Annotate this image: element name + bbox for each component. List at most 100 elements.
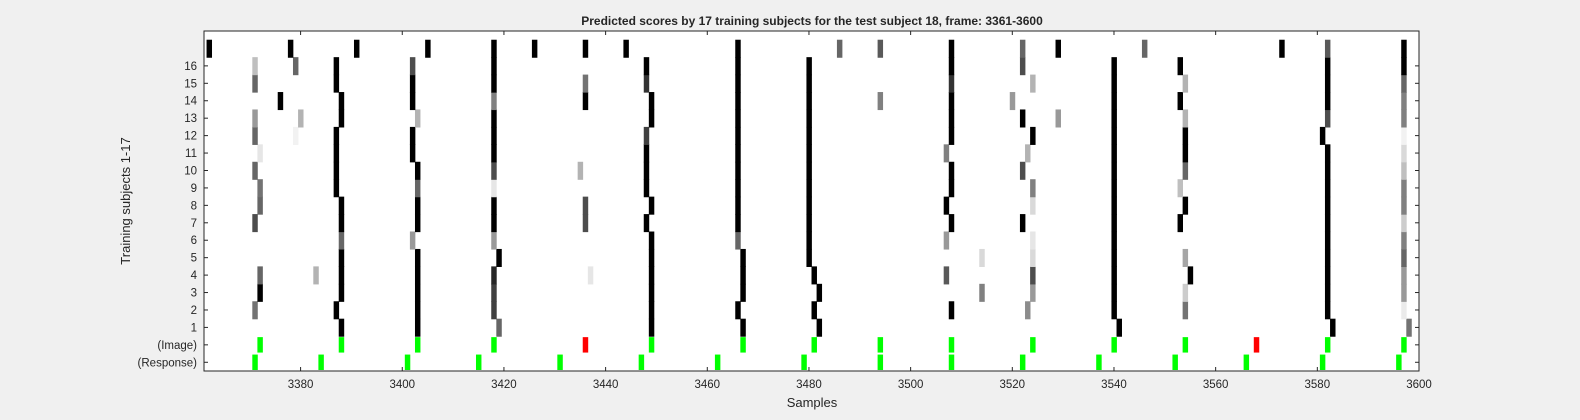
heat-cell bbox=[1401, 179, 1407, 198]
response-event-marker bbox=[877, 354, 884, 370]
heat-cell bbox=[409, 231, 416, 250]
heat-cell bbox=[816, 283, 823, 302]
heat-cell bbox=[979, 248, 985, 267]
x-tick-label: 3520 bbox=[1000, 379, 1026, 391]
image-event-marker bbox=[1401, 337, 1407, 353]
response-event-marker bbox=[1019, 354, 1026, 370]
y-tick-label: 12 bbox=[184, 131, 197, 143]
heat-cell bbox=[1324, 109, 1331, 128]
response-event-marker bbox=[1172, 354, 1178, 370]
heat-cell bbox=[735, 57, 741, 76]
heat-cell bbox=[414, 179, 421, 198]
heat-cell bbox=[338, 109, 345, 128]
heat-cell bbox=[836, 39, 843, 58]
heat-cell bbox=[735, 214, 741, 233]
heat-cell bbox=[1111, 266, 1117, 285]
x-axis-label: Samples bbox=[787, 395, 838, 410]
heat-cell bbox=[582, 214, 589, 233]
heat-cell bbox=[1324, 57, 1331, 76]
heat-cell bbox=[252, 161, 258, 180]
heat-cell bbox=[333, 57, 340, 76]
heat-cell bbox=[806, 196, 812, 215]
heat-cell bbox=[806, 144, 812, 163]
response-event-marker bbox=[1243, 354, 1250, 370]
image-event-marker bbox=[1182, 337, 1189, 353]
heat-cell bbox=[735, 126, 741, 145]
heat-cell bbox=[577, 161, 584, 180]
heat-cell bbox=[1030, 74, 1036, 93]
heat-cell bbox=[643, 161, 650, 180]
heat-cell bbox=[1009, 92, 1016, 111]
heat-cell bbox=[414, 266, 421, 285]
heat-cell bbox=[1401, 248, 1407, 267]
heat-cell bbox=[648, 283, 655, 302]
heat-cell bbox=[414, 109, 421, 128]
heat-cell bbox=[409, 126, 416, 145]
heat-cell bbox=[531, 39, 538, 58]
y-tick-label: 4 bbox=[191, 270, 198, 282]
heat-cell bbox=[582, 39, 589, 58]
heat-cell bbox=[1182, 74, 1189, 93]
heat-cell bbox=[1182, 196, 1189, 215]
heat-cell bbox=[338, 248, 345, 267]
heat-cell bbox=[1111, 92, 1117, 111]
image-event-marker bbox=[338, 337, 345, 353]
heat-cell bbox=[491, 231, 497, 250]
heat-cell bbox=[313, 266, 319, 285]
response-event-marker bbox=[404, 354, 411, 370]
heat-cell bbox=[1030, 196, 1036, 215]
y-tick-label: 9 bbox=[191, 183, 197, 195]
heat-cell bbox=[582, 74, 589, 93]
image-event-marker bbox=[740, 337, 746, 353]
heat-cell bbox=[811, 266, 817, 285]
event-markers bbox=[252, 337, 1407, 370]
heat-cell bbox=[1025, 144, 1031, 163]
heat-cell bbox=[1030, 266, 1036, 285]
heat-cell bbox=[1187, 266, 1194, 285]
heat-cell bbox=[414, 301, 421, 320]
heat-cell bbox=[491, 109, 497, 128]
heat-cell bbox=[409, 74, 416, 93]
heat-cell bbox=[1401, 283, 1407, 302]
heat-cell bbox=[1111, 214, 1117, 233]
heat-cell bbox=[806, 92, 812, 111]
heat-cell bbox=[1324, 231, 1331, 250]
heat-cell bbox=[1177, 179, 1183, 198]
heat-cell bbox=[735, 144, 741, 163]
heat-cell bbox=[1019, 214, 1026, 233]
heat-cell bbox=[1177, 214, 1183, 233]
heat-cell bbox=[948, 179, 955, 198]
image-event-marker bbox=[1111, 337, 1117, 353]
heat-cell bbox=[277, 92, 284, 111]
y-tick-label: 7 bbox=[191, 218, 197, 230]
heat-cell bbox=[643, 126, 650, 145]
heat-cell bbox=[948, 214, 955, 233]
image-event-marker bbox=[648, 337, 655, 353]
heat-cell bbox=[292, 57, 299, 76]
heat-cell bbox=[948, 74, 955, 93]
heat-cell bbox=[948, 92, 955, 111]
heat-cell bbox=[648, 196, 655, 215]
x-axis: 3380 3400 3420 3440 3460 3480 3500 3520 3540 3560… bbox=[288, 31, 1432, 391]
heat-cell bbox=[1019, 39, 1026, 58]
heat-cell bbox=[1324, 266, 1331, 285]
heat-cell bbox=[948, 301, 955, 320]
response-event-marker bbox=[801, 354, 807, 370]
heat-cell bbox=[643, 144, 650, 163]
heat-cell bbox=[252, 109, 258, 128]
heat-cell bbox=[1055, 39, 1061, 58]
heat-cell bbox=[735, 179, 741, 198]
heat-cell bbox=[648, 301, 655, 320]
heat-cell bbox=[409, 144, 416, 163]
heat-cell bbox=[948, 57, 955, 76]
heat-cell bbox=[806, 57, 812, 76]
heat-cell bbox=[740, 266, 746, 285]
heat-cell bbox=[1324, 92, 1331, 111]
heat-cell bbox=[1111, 144, 1117, 163]
heat-cell bbox=[623, 39, 629, 58]
heat-cell bbox=[1025, 301, 1031, 320]
heat-cell bbox=[948, 161, 955, 180]
heat-cell bbox=[740, 283, 746, 302]
heat-cell bbox=[491, 161, 497, 180]
